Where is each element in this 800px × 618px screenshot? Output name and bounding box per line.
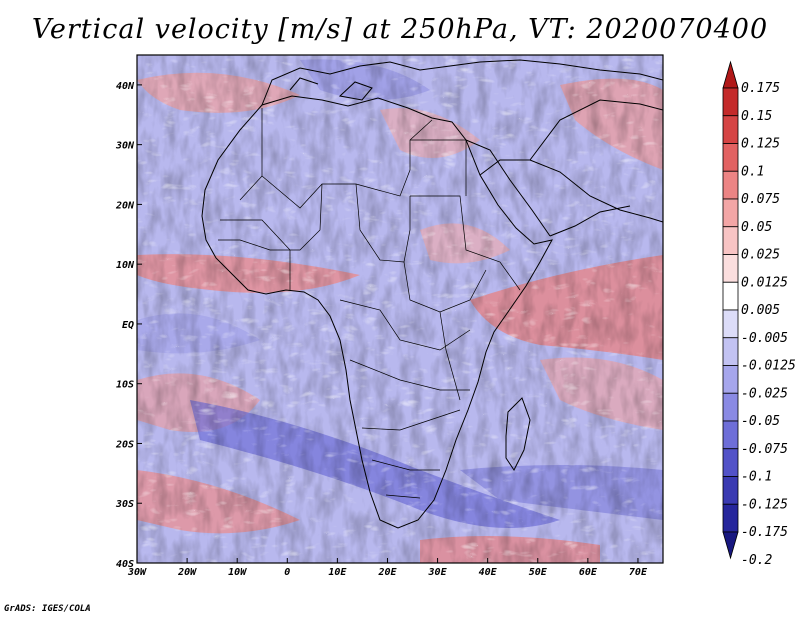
colorbar-label: 0.075	[741, 192, 780, 207]
colorbar-label: 0.15	[741, 109, 772, 124]
map-title: Vertical velocity [m/s] at 250hPa, VT: 2…	[31, 14, 769, 45]
x-tick-label: 30E	[428, 567, 448, 578]
y-tick-label: 40N	[116, 81, 135, 92]
colorbar-label: -0.075	[741, 442, 788, 457]
coastlines	[201, 59, 663, 529]
x-tick-label: 40E	[479, 567, 498, 578]
y-tick-label: EQ	[122, 320, 134, 331]
colorbar-label: -0.0125	[741, 359, 796, 374]
y-tick-label: 40S	[116, 559, 134, 570]
colorbar: 0.175 0.15 0.125 0.1 0.075 0.05 0.025 0.0125 0.0…	[722, 60, 796, 568]
y-tick-label: 10N	[116, 260, 135, 271]
colorbar-swatch	[722, 281, 739, 311]
credit-text: GrADS: IGES/COLA	[4, 604, 91, 614]
colorbar-swatch	[722, 337, 739, 366]
colorbar-label: -0.125	[741, 497, 788, 512]
y-tick-label: 30S	[115, 499, 134, 510]
colorbar-swatch	[722, 309, 739, 339]
x-tick-label: 60E	[579, 567, 598, 578]
colorbar-swatch	[722, 198, 739, 228]
colorbar-swatch	[722, 392, 739, 422]
colorbar-label: -0.175	[741, 525, 788, 540]
colorbar-label: 0.175	[741, 81, 780, 96]
colorbar-swatch	[722, 143, 739, 172]
x-tick-label: 50E	[529, 567, 548, 578]
x-tick-label: 30W	[127, 567, 147, 578]
colorbar-top-triangle	[722, 60, 739, 89]
colorbar-bottom-triangle	[722, 531, 739, 560]
colorbar-swatch	[722, 476, 739, 505]
colorbar-label: -0.025	[741, 386, 788, 401]
colorbar-label: 0.05	[741, 220, 772, 235]
colorbar-label: -0.005	[741, 331, 788, 346]
colorbar-label: 0.125	[741, 137, 780, 152]
y-axis: 40N 30N 20N 10N EQ 10S 20S 30S 40S	[115, 81, 142, 570]
x-tick-label: 10W	[228, 567, 247, 578]
colorbar-swatch	[722, 420, 739, 450]
y-tick-label: 20S	[115, 439, 134, 450]
colorbar-swatch	[722, 226, 739, 255]
colorbar-label: 0.0125	[741, 275, 788, 290]
colorbar-swatch	[722, 115, 739, 144]
colorbar-swatch	[722, 503, 739, 533]
colorbar-swatch	[722, 87, 739, 117]
colorbar-label: 0.025	[741, 248, 780, 263]
x-tick-label: 70E	[629, 567, 648, 578]
x-tick-label: 20E	[377, 567, 397, 578]
colorbar-label: 0.1	[741, 164, 764, 179]
colorbar-label: 0.005	[741, 303, 780, 318]
x-axis: 30W 20W 10W 0 10E 20E 30E 40E 50E 60E 70E	[127, 558, 648, 578]
velocity-field	[137, 55, 663, 563]
y-tick-label: 10S	[116, 380, 134, 391]
plot-frame	[136, 54, 664, 564]
x-tick-label: 0	[284, 567, 290, 578]
colorbar-swatch	[722, 254, 739, 283]
colorbar-label: -0.1	[741, 470, 772, 485]
colorbar-swatch	[722, 448, 739, 477]
colorbar-swatch	[722, 365, 739, 394]
x-tick-label: 10E	[328, 567, 347, 578]
country-borders	[218, 108, 521, 499]
y-tick-label: 20N	[115, 200, 135, 211]
y-tick-label: 30N	[115, 141, 135, 152]
colorbar-swatch	[722, 170, 739, 200]
x-tick-label: 20W	[177, 567, 197, 578]
colorbar-label: -0.2	[741, 553, 772, 568]
colorbar-label: -0.05	[741, 414, 780, 429]
